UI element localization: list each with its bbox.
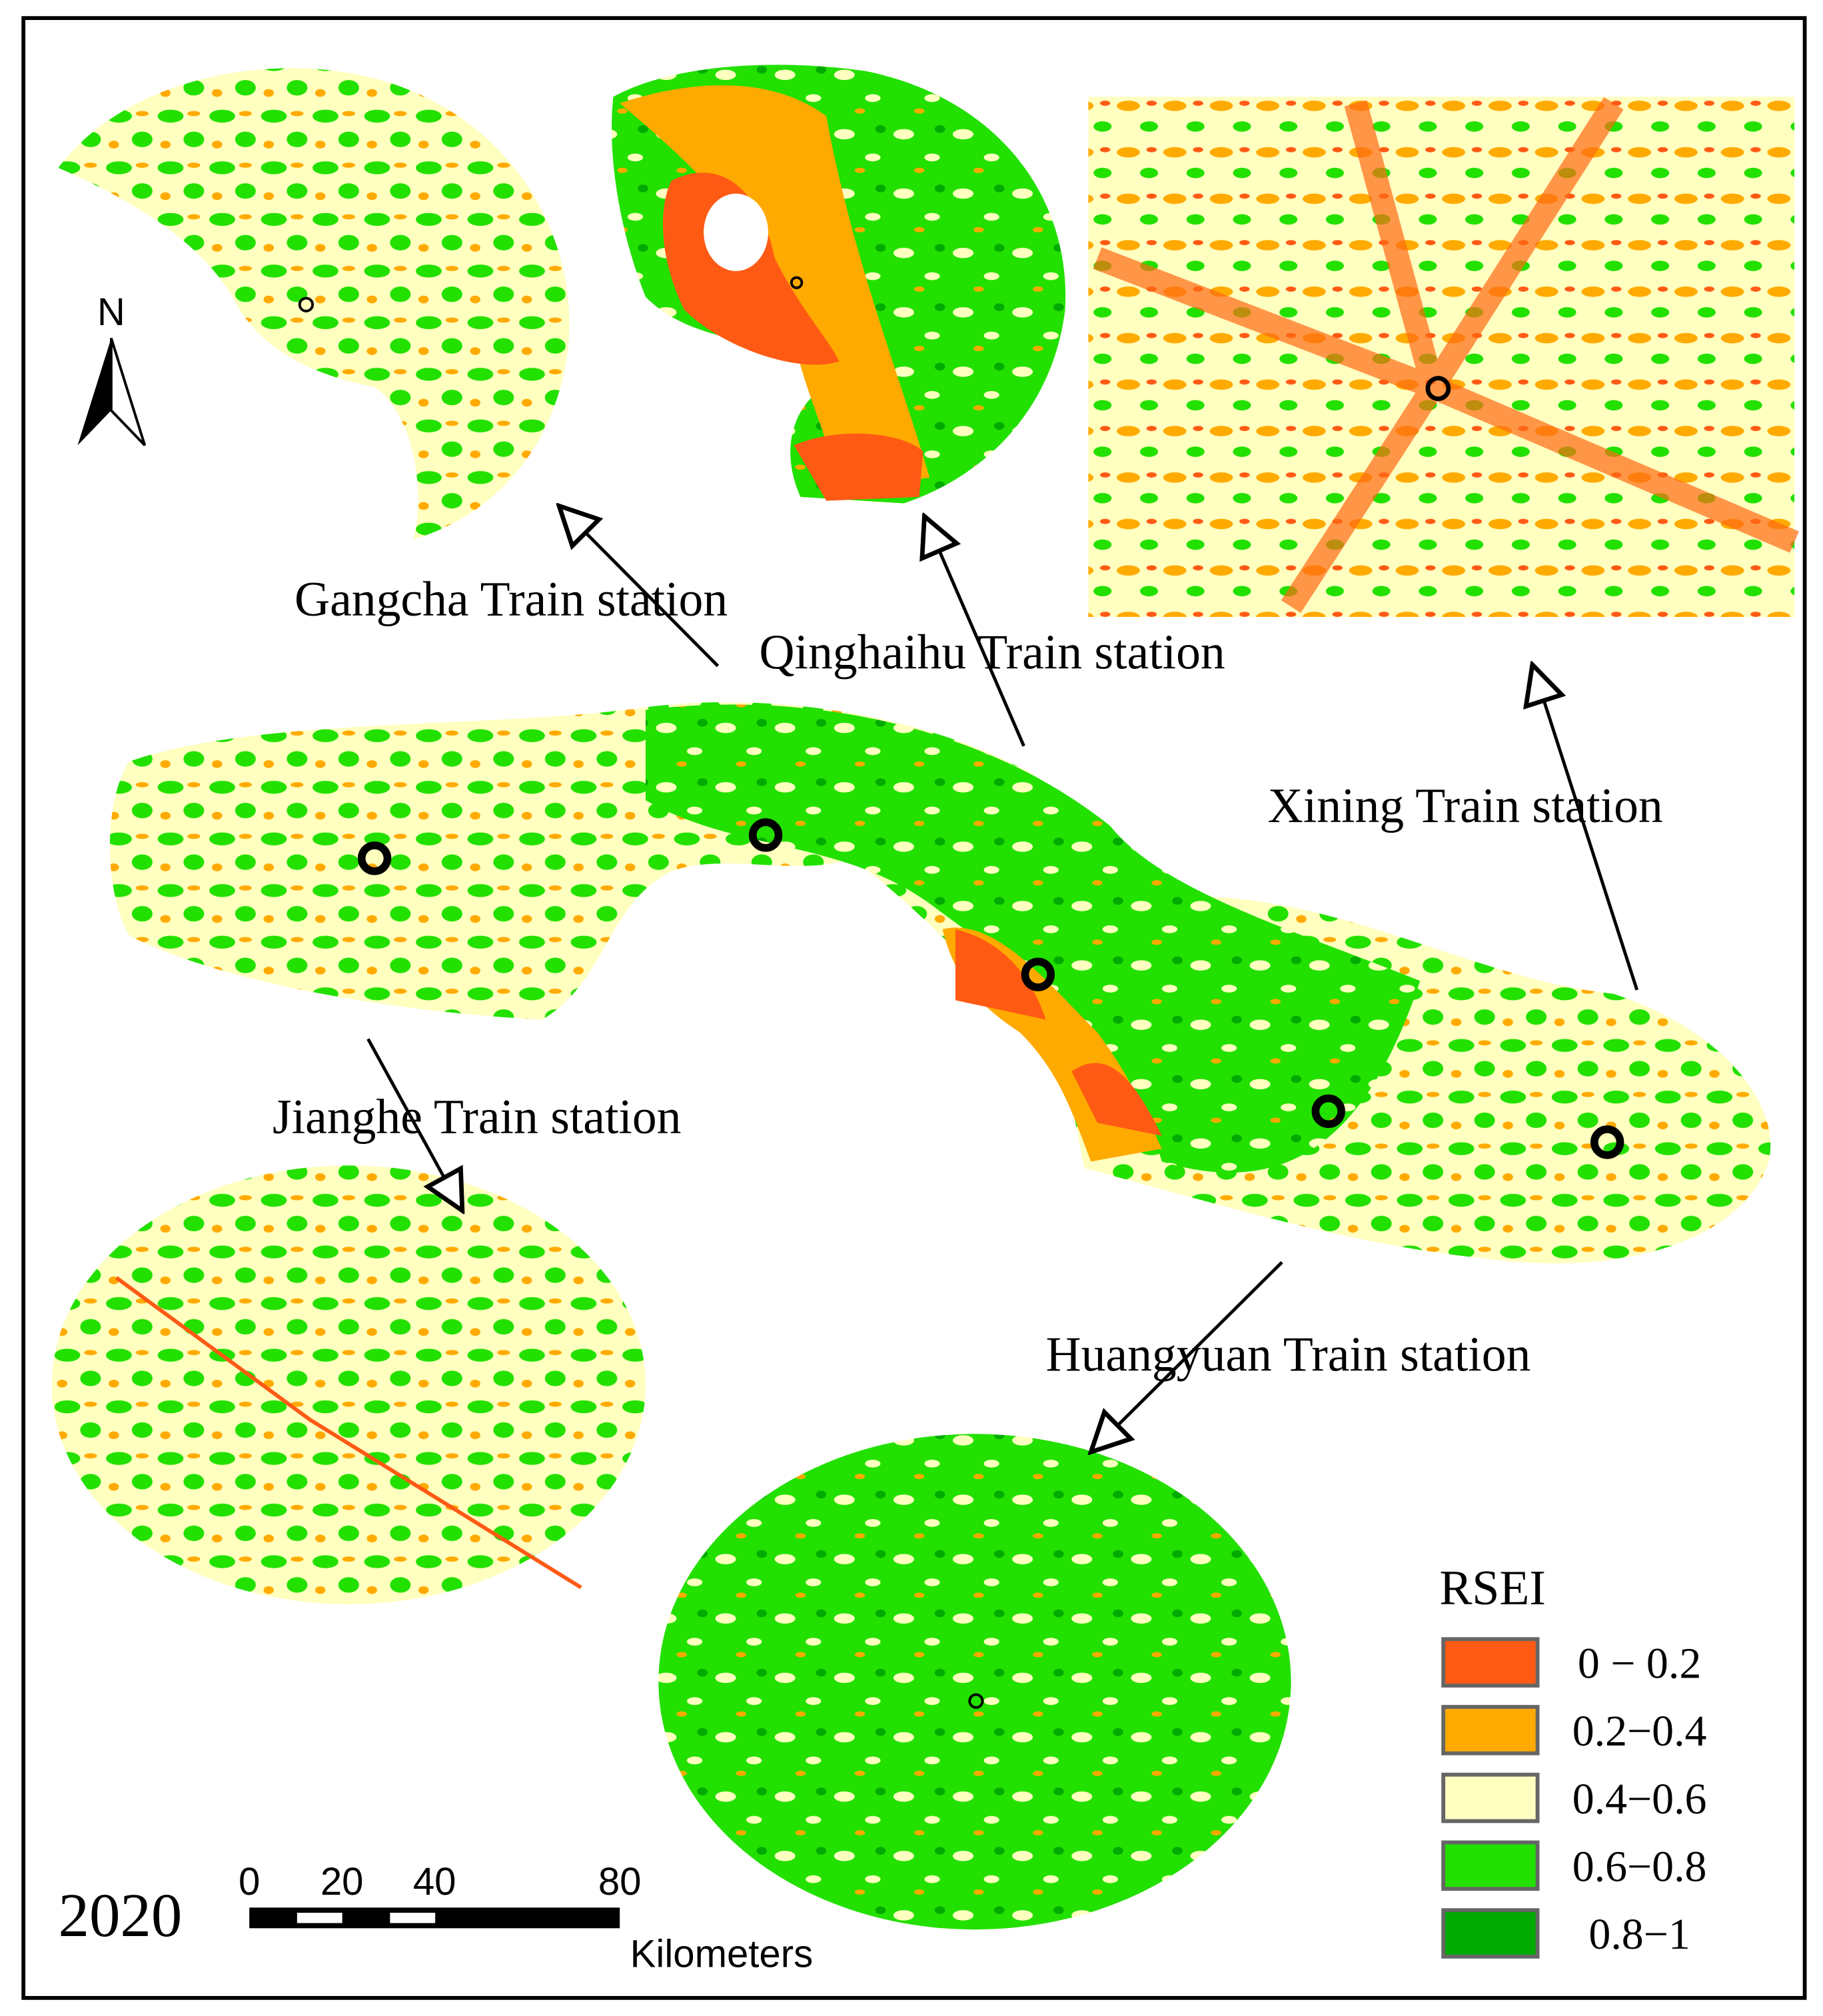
scale-bar	[249, 1907, 620, 1929]
huangyuan-inset	[658, 1434, 1291, 1930]
arrow	[1091, 1260, 1283, 1452]
station-marker	[1590, 1125, 1624, 1159]
station-rings	[357, 818, 1624, 1159]
river	[115, 1276, 582, 1590]
scale-unit: Kilometers	[630, 1932, 813, 1975]
legend-label: 0 − 0.2	[1578, 1639, 1701, 1688]
station-marker	[748, 818, 783, 852]
legend-title: RSEI	[1439, 1560, 1546, 1615]
legend-label: 0.2−0.4	[1572, 1707, 1707, 1756]
legend-swatch	[1441, 1908, 1540, 1959]
legend-label: 0.6−0.8	[1572, 1843, 1707, 1891]
legend-label: 0.4−0.6	[1572, 1775, 1707, 1823]
arrow	[1532, 665, 1639, 991]
station-marker	[1021, 957, 1055, 991]
station-marker	[298, 296, 314, 312]
station-marker	[357, 841, 392, 875]
north-arrow-right	[109, 337, 147, 446]
station-marker	[1425, 376, 1451, 402]
scale-segment	[390, 1913, 436, 1923]
station-marker	[968, 1693, 984, 1709]
lake	[704, 193, 768, 271]
arrow	[559, 506, 720, 668]
station-label: Jianghe Train station	[273, 1089, 681, 1144]
year: 2020	[58, 1881, 182, 1950]
scale-tick-label: 80	[598, 1860, 642, 1903]
corridor-red	[955, 929, 1162, 1136]
frame	[21, 16, 1807, 2000]
legend-swatch	[1441, 1772, 1540, 1823]
corridor	[109, 702, 1771, 1264]
arrow	[366, 1038, 462, 1211]
station-label: Xining Train station	[1268, 778, 1663, 833]
jianghe-inset	[51, 1165, 646, 1605]
arrow	[924, 516, 1025, 747]
corridor-green	[645, 704, 1421, 1173]
north-arrow-left	[77, 338, 111, 446]
scale-tick-label: 20	[320, 1860, 364, 1903]
xining-valleys	[1093, 97, 1799, 613]
scale-tick-label: 0	[239, 1860, 260, 1903]
legend-swatch	[1441, 1637, 1540, 1688]
station-marker	[790, 276, 804, 289]
station-label: Gangcha Train station	[295, 572, 728, 626]
north-label: N	[97, 290, 125, 334]
legend-label: 0.8−1	[1588, 1910, 1690, 1959]
qinghaihu-red	[794, 433, 923, 501]
station-marker	[1311, 1094, 1345, 1129]
scale-segment	[297, 1913, 342, 1923]
station-label: Huangyuan Train station	[1045, 1326, 1530, 1381]
station-label: Qinghaihu Train station	[759, 625, 1225, 680]
legend-swatch	[1441, 1840, 1540, 1891]
arrows	[366, 506, 1639, 1452]
scale-tick-label: 40	[413, 1860, 456, 1903]
legend-swatch	[1441, 1705, 1540, 1756]
qinghaihu-orange	[620, 85, 930, 491]
